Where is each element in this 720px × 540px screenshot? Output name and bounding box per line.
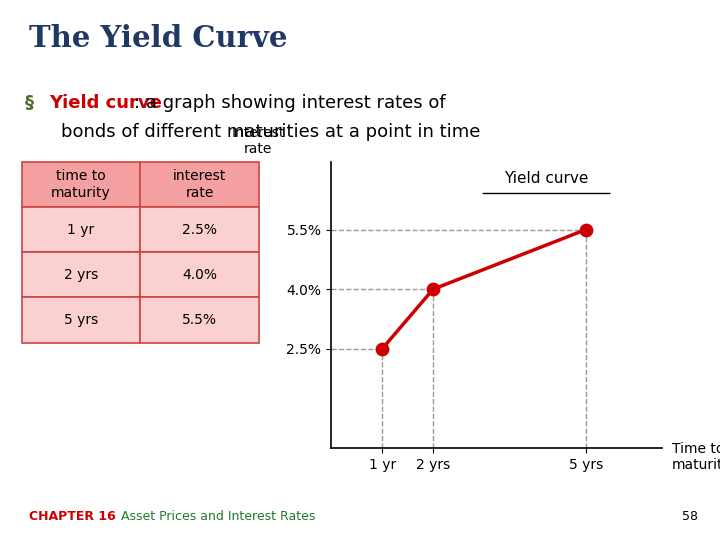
- Text: 2.5%: 2.5%: [182, 222, 217, 237]
- Text: 2 yrs: 2 yrs: [64, 268, 98, 282]
- FancyBboxPatch shape: [140, 162, 259, 207]
- Text: : a graph showing interest rates of: : a graph showing interest rates of: [134, 94, 446, 112]
- FancyBboxPatch shape: [140, 298, 259, 342]
- Text: Yield curve: Yield curve: [49, 94, 162, 112]
- FancyBboxPatch shape: [140, 252, 259, 298]
- FancyBboxPatch shape: [22, 162, 140, 207]
- Text: The Yield Curve: The Yield Curve: [29, 24, 287, 53]
- FancyBboxPatch shape: [22, 252, 140, 298]
- Text: Asset Prices and Interest Rates: Asset Prices and Interest Rates: [109, 510, 316, 523]
- FancyBboxPatch shape: [140, 207, 259, 252]
- Text: bonds of different maturities at a point in time: bonds of different maturities at a point…: [61, 123, 480, 141]
- Text: 5.5%: 5.5%: [182, 313, 217, 327]
- Text: 5 yrs: 5 yrs: [64, 313, 98, 327]
- Point: [377, 345, 388, 353]
- Text: time to
maturity: time to maturity: [51, 170, 111, 200]
- Text: Time to
maturity: Time to maturity: [672, 442, 720, 472]
- Text: 4.0%: 4.0%: [182, 268, 217, 282]
- FancyBboxPatch shape: [22, 298, 140, 342]
- Text: 58: 58: [683, 510, 698, 523]
- Text: 1 yr: 1 yr: [68, 222, 94, 237]
- Text: §: §: [25, 94, 35, 112]
- Text: Yield curve: Yield curve: [504, 171, 589, 186]
- Point: [428, 285, 439, 294]
- Text: Interest
rate: Interest rate: [232, 126, 285, 156]
- Point: [580, 225, 592, 234]
- FancyBboxPatch shape: [22, 207, 140, 252]
- Text: interest
rate: interest rate: [174, 170, 226, 200]
- Text: CHAPTER 16: CHAPTER 16: [29, 510, 115, 523]
